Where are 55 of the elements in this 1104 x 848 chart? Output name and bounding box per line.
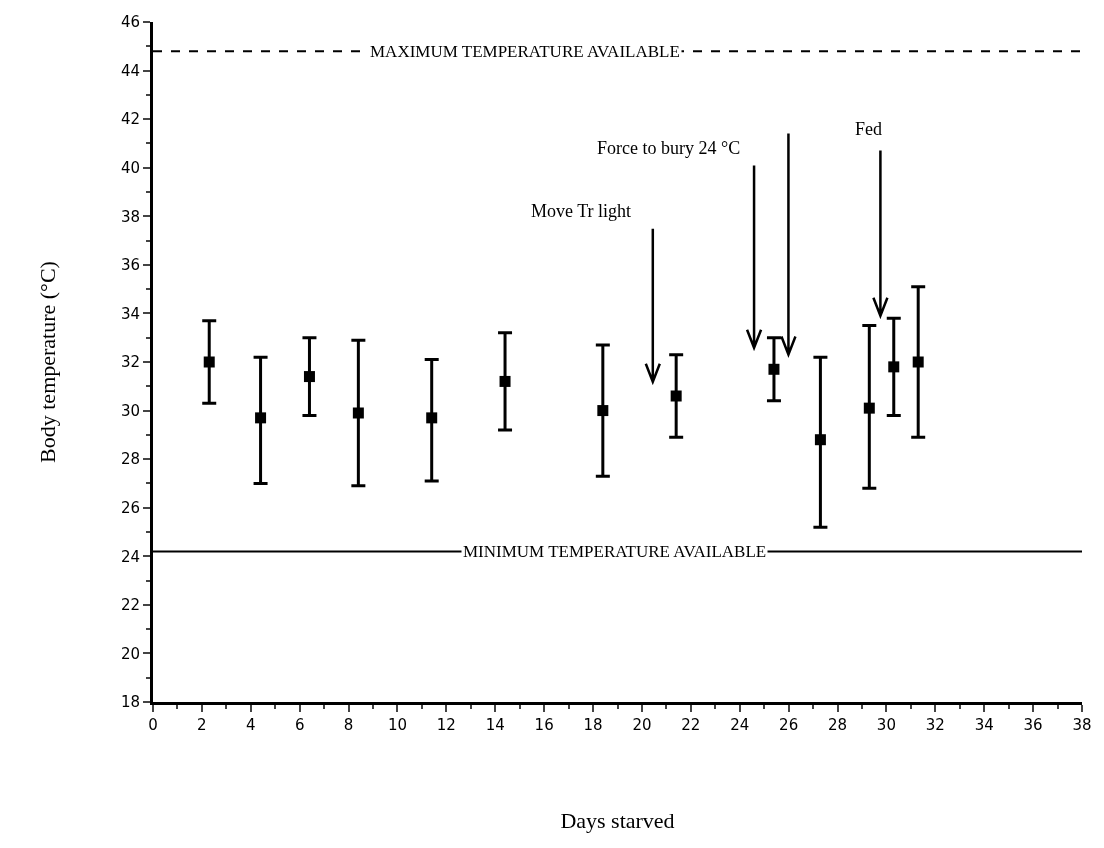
x-tick-label: 26 (779, 716, 799, 734)
ref-line-label: MAXIMUM TEMPERATURE AVAILABLE (370, 42, 680, 61)
y-tick-label: 24 (120, 547, 140, 566)
y-tick-label: 40 (120, 158, 140, 177)
x-tick-label: 10 (387, 716, 408, 734)
x-tick-label: 20 (632, 716, 652, 734)
x-tick-label: 16 (534, 716, 554, 734)
x-axis-title: Days starved (560, 807, 675, 833)
x-tick-label: 24 (730, 716, 750, 734)
y-tick-label: 32 (120, 353, 140, 372)
annotation: Move Tr light (531, 201, 632, 221)
y-tick-label: 18 (120, 693, 140, 712)
y-tick-label: 20 (120, 644, 140, 663)
x-tick-label: 36 (1023, 716, 1043, 734)
y-tick-label: 26 (120, 498, 140, 517)
x-tick-label: 6 (294, 716, 305, 734)
point (814, 434, 826, 446)
x-tick-label: 12 (436, 716, 456, 734)
x-tick-label: 38 (1072, 716, 1092, 734)
x-tick-label: 14 (485, 716, 505, 734)
y-tick-label: 44 (120, 61, 140, 80)
y-tick-label: 46 (120, 13, 140, 32)
x-tick-label: 18 (583, 716, 603, 734)
point (888, 361, 900, 373)
x-tick-label: 2 (197, 716, 207, 734)
point (499, 375, 511, 387)
point (255, 412, 267, 424)
point (303, 371, 315, 383)
y-tick-label: 30 (120, 401, 140, 420)
x-tick-label: 30 (876, 716, 896, 734)
y-tick-label: 42 (120, 110, 140, 129)
x-tick-label: 8 (343, 716, 354, 734)
y-tick-label: 22 (120, 596, 140, 615)
x-tick-label: 28 (827, 716, 848, 734)
y-tick-label: 34 (120, 304, 140, 323)
point (912, 356, 924, 368)
annotation: Fed (855, 119, 882, 139)
x-tick-label: 4 (246, 716, 256, 734)
point (203, 356, 215, 368)
x-tick-label: 34 (974, 716, 994, 734)
annotation: Force to bury 24 °C (597, 138, 741, 158)
x-tick-label: 22 (681, 716, 701, 734)
y-tick-label: 38 (120, 207, 140, 226)
x-tick-label: 0 (148, 716, 158, 734)
ref-line-label: MINIMUM TEMPERATURE AVAILABLE (463, 542, 767, 561)
y-tick-label: 36 (120, 256, 140, 275)
point (670, 390, 682, 402)
point (863, 402, 875, 414)
x-tick-label: 32 (925, 716, 945, 734)
point (768, 363, 780, 375)
y-tick-label: 28 (120, 450, 140, 469)
point (352, 407, 364, 419)
point (426, 412, 438, 424)
point (597, 405, 609, 417)
y-axis-title: Body temperature (°C) (34, 261, 60, 463)
